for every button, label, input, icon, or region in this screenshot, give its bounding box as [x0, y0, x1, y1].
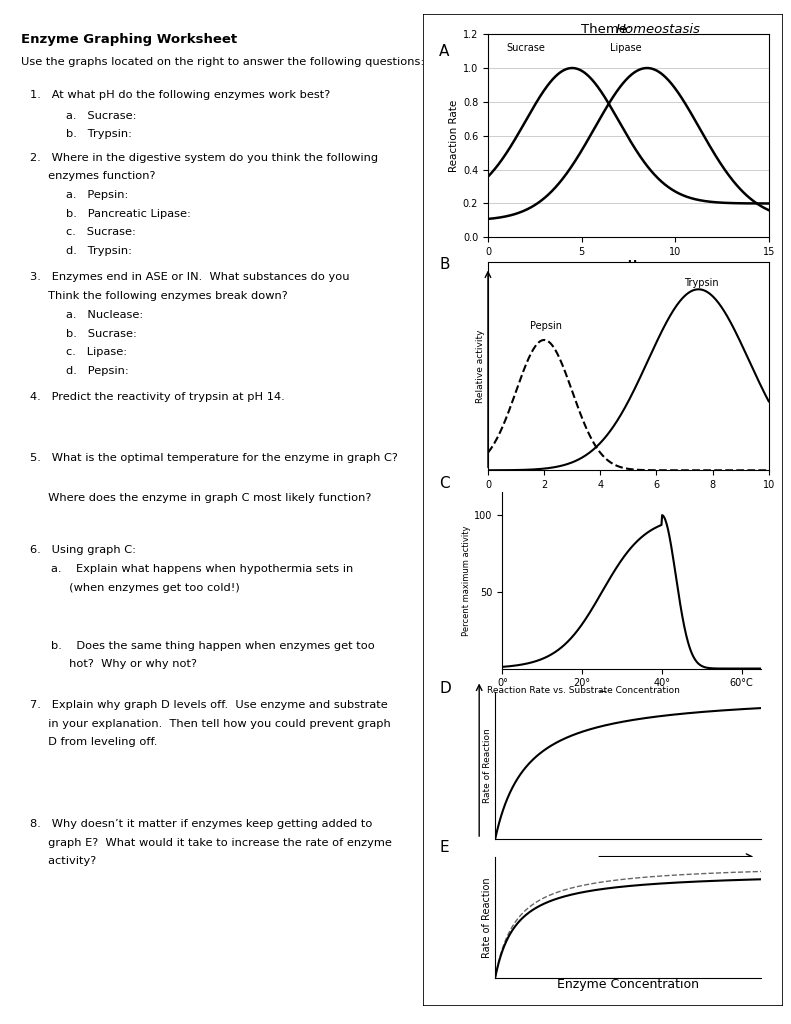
Y-axis label: Rate of Reaction: Rate of Reaction — [483, 728, 492, 803]
Y-axis label: Reaction Rate: Reaction Rate — [448, 99, 459, 172]
Text: (when enzymes get too cold!): (when enzymes get too cold!) — [51, 583, 240, 593]
Text: c.   Lipase:: c. Lipase: — [66, 347, 127, 357]
Text: A: A — [439, 44, 449, 59]
Text: a.    Explain what happens when hypothermia sets in: a. Explain what happens when hypothermia… — [51, 564, 353, 574]
Text: Think the following enzymes break down?: Think the following enzymes break down? — [29, 291, 287, 301]
Text: hot?  Why or why not?: hot? Why or why not? — [51, 659, 197, 670]
Text: C: C — [439, 476, 449, 492]
Text: in your explanation.  Then tell how you could prevent graph: in your explanation. Then tell how you c… — [29, 719, 391, 729]
Text: Use the graphs located on the right to answer the following questions:: Use the graphs located on the right to a… — [21, 57, 425, 68]
Text: 4.   Predict the reactivity of trypsin at pH 14.: 4. Predict the reactivity of trypsin at … — [29, 392, 285, 402]
Y-axis label: Relative activity: Relative activity — [476, 330, 485, 403]
Text: enzymes function?: enzymes function? — [29, 171, 155, 181]
Text: Enzyme Concentration: Enzyme Concentration — [558, 978, 699, 990]
Text: b.    Does the same thing happen when enzymes get too: b. Does the same thing happen when enzym… — [51, 641, 374, 651]
Text: Trypsin: Trypsin — [684, 278, 719, 288]
Text: Pepsin: Pepsin — [530, 322, 562, 331]
Text: Substrate Concentration: Substrate Concentration — [596, 865, 707, 874]
Text: d.   Trypsin:: d. Trypsin: — [66, 246, 131, 256]
Text: 8.   Why doesn’t it matter if enzymes keep getting added to: 8. Why doesn’t it matter if enzymes keep… — [29, 819, 372, 829]
Text: Theme:: Theme: — [581, 23, 640, 36]
Text: b.   Pancreatic Lipase:: b. Pancreatic Lipase: — [66, 209, 191, 219]
X-axis label: Temperature: Temperature — [599, 691, 665, 701]
Text: 6.   Using graph C:: 6. Using graph C: — [29, 545, 135, 555]
Y-axis label: Rate of Reaction: Rate of Reaction — [483, 877, 492, 957]
X-axis label: pH: pH — [621, 493, 635, 503]
Text: Reaction Rate vs. Substrate Concentration: Reaction Rate vs. Substrate Concentratio… — [487, 686, 680, 695]
Text: 2.   Where in the digestive system do you think the following: 2. Where in the digestive system do you … — [29, 153, 378, 163]
Text: Where does the enzyme in graph C most likely function?: Where does the enzyme in graph C most li… — [29, 493, 371, 503]
Text: b.   Trypsin:: b. Trypsin: — [66, 129, 131, 139]
Y-axis label: Percent maximum activity: Percent maximum activity — [463, 525, 471, 636]
Text: a.   Sucrase:: a. Sucrase: — [66, 111, 136, 121]
Text: graph E?  What would it take to increase the rate of enzyme: graph E? What would it take to increase … — [29, 838, 392, 848]
Text: d.   Pepsin:: d. Pepsin: — [66, 366, 128, 376]
Text: b.   Sucrase:: b. Sucrase: — [66, 329, 137, 339]
Text: E: E — [439, 840, 448, 855]
Text: Lipase: Lipase — [610, 43, 642, 53]
Text: a.   Pepsin:: a. Pepsin: — [66, 190, 128, 201]
Text: 5.   What is the optimal temperature for the enzyme in graph C?: 5. What is the optimal temperature for t… — [29, 453, 398, 463]
Text: 1.   At what pH do the following enzymes work best?: 1. At what pH do the following enzymes w… — [29, 90, 330, 100]
Text: Homeostasis: Homeostasis — [615, 23, 700, 36]
Text: 3.   Enzymes end in ASE or IN.  What substances do you: 3. Enzymes end in ASE or IN. What substa… — [29, 272, 349, 283]
Text: 7.   Explain why graph D levels off.  Use enzyme and substrate: 7. Explain why graph D levels off. Use e… — [29, 700, 388, 711]
Text: Enzyme Graphing Worksheet: Enzyme Graphing Worksheet — [21, 33, 237, 46]
Text: activity?: activity? — [29, 856, 96, 866]
Text: a.   Nuclease:: a. Nuclease: — [66, 310, 143, 321]
Text: Sucrase: Sucrase — [507, 43, 546, 53]
X-axis label: pH: pH — [620, 260, 637, 270]
Text: c.   Sucrase:: c. Sucrase: — [66, 227, 135, 238]
Text: B: B — [439, 257, 449, 272]
Text: D from leveling off.: D from leveling off. — [29, 737, 157, 748]
Text: D: D — [439, 681, 451, 696]
